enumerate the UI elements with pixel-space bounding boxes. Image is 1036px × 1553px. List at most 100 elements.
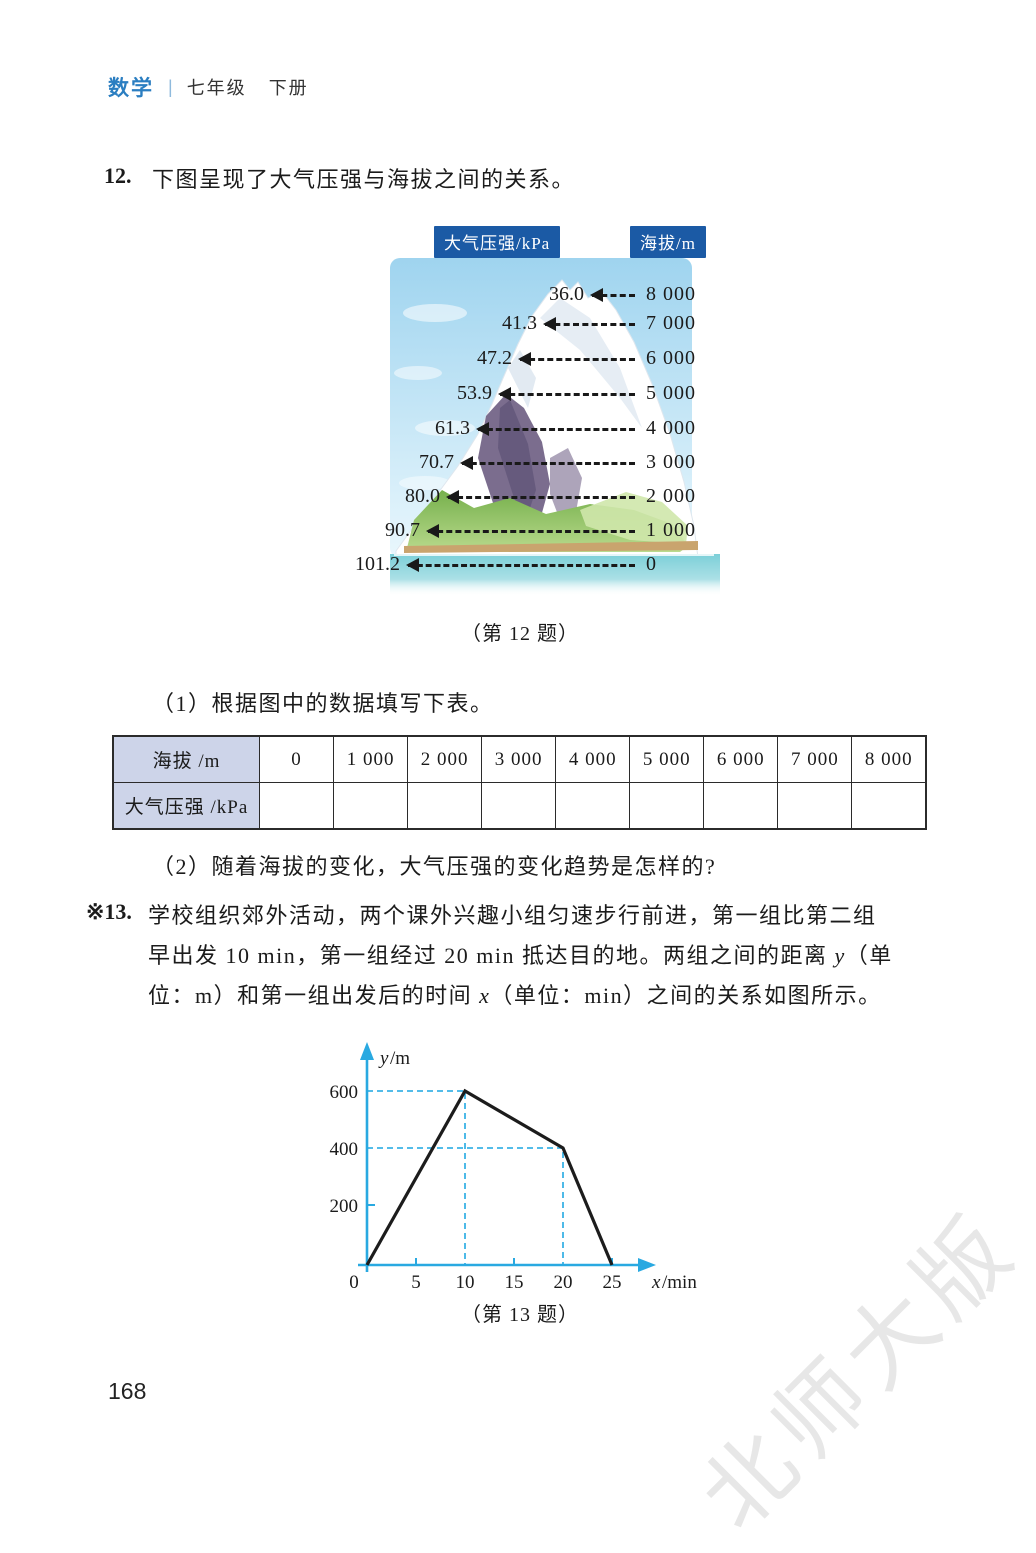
dashed-arrow-icon [406, 558, 635, 572]
dashed-arrow-icon [543, 317, 635, 331]
altitude-value: 0 [646, 553, 657, 575]
figure-13-caption: （第 13 题） [461, 1304, 579, 1326]
table-cell: 7 000 [777, 735, 853, 783]
dashed-arrow-icon [590, 288, 635, 302]
x-tick-label-0: 0 [349, 1272, 359, 1293]
x-tick-label-10: 10 [456, 1272, 475, 1293]
problem13-line3: 位：m）和第一组出发后的时间 x（单位：min）之间的关系如图所示。 [148, 978, 882, 1010]
pressure-value: 101.2 [355, 553, 400, 575]
header-volume: 下册 [268, 78, 309, 98]
x-tick-label-15: 15 [505, 1272, 524, 1293]
table-cell: 6 000 [703, 735, 779, 783]
figure-12-pressure-altitude: 大气压强/kPa 海拔/m [340, 226, 720, 606]
figure-row-0: 101.2 0 [340, 553, 720, 577]
figure-12-data-rows: 36.0 8 000 41.3 7 000 47.2 6 000 53.9 5 … [340, 226, 720, 606]
guide-600-line [367, 1090, 466, 1265]
altitude-value: 6 000 [646, 347, 696, 369]
table-cell: 3 000 [481, 735, 557, 783]
table-cell-empty [777, 782, 853, 830]
x-tick-label-25: 25 [603, 1272, 622, 1293]
table-cell-empty [333, 782, 409, 830]
table-row-altitude: 海拔 /m 0 1 000 2 000 3 000 4 000 5 000 6 … [112, 735, 927, 783]
header-divider: | [168, 76, 173, 97]
publisher-watermark: 北师大版 [683, 1195, 1036, 1549]
pressure-value: 36.0 [549, 283, 584, 305]
table-cell: 0 [258, 735, 335, 783]
table-cell-empty [258, 782, 335, 830]
problem13-line1: 学校组织郊外活动，两个课外兴趣小组匀速步行前进，第一组比第二组 [148, 903, 877, 928]
altitude-value: 4 000 [646, 417, 696, 439]
table-cell: 2 000 [407, 735, 483, 783]
dashed-arrow-icon [460, 456, 635, 470]
table-row-header: 大气压强 /kPa [112, 782, 260, 830]
problem12-statement: 下图呈现了大气压强与海拔之间的关系。 [152, 167, 576, 192]
figure-row-4000: 61.3 4 000 [340, 417, 720, 441]
altitude-value: 2 000 [646, 485, 696, 507]
altitude-value: 5 000 [646, 382, 696, 404]
x-axis-title-unit: /min [662, 1272, 697, 1293]
figure-row-8000: 36.0 8 000 [340, 283, 720, 307]
x-axis-arrow-icon [638, 1258, 656, 1272]
variable-x: x [479, 983, 491, 1008]
table-cell: 5 000 [629, 735, 705, 783]
figure-12-caption: （第 12 题） [461, 623, 579, 645]
altitude-value: 7 000 [646, 312, 696, 334]
altitude-value: 3 000 [646, 451, 696, 473]
dashed-arrow-icon [498, 387, 635, 401]
pressure-value: 53.9 [457, 382, 492, 404]
altitude-value: 8 000 [646, 283, 696, 305]
distance-time-chart: 600 400 200 0 5 10 15 20 25 y /m x /min [330, 1042, 697, 1293]
table-row-pressure: 大气压强 /kPa [112, 782, 927, 830]
table-cell: 1 000 [333, 735, 409, 783]
y-tick-label-200: 200 [330, 1196, 359, 1217]
pressure-axis-label: 大气压强/kPa [434, 226, 561, 258]
figure-row-1000: 90.7 1 000 [340, 519, 720, 543]
problem13-line3-b: （单位：min）之间的关系如图所示。 [490, 983, 882, 1008]
table-cell: 4 000 [555, 735, 631, 783]
dashed-arrow-icon [476, 422, 635, 436]
table-cell-empty [481, 782, 557, 830]
header-subject: 数学 [108, 77, 154, 100]
pressure-value: 41.3 [502, 312, 537, 334]
page-number: 168 [108, 1378, 147, 1404]
x-tick-label-5: 5 [411, 1272, 421, 1293]
y-axis-title-unit: /m [390, 1048, 410, 1069]
x-tick-label-20: 20 [554, 1272, 573, 1293]
altitude-pressure-table: 海拔 /m 0 1 000 2 000 3 000 4 000 5 000 6 … [112, 735, 927, 830]
y-tick-label-400: 400 [330, 1139, 359, 1160]
table-cell-empty [703, 782, 779, 830]
pressure-value: 61.3 [435, 417, 470, 439]
altitude-value: 1 000 [646, 519, 696, 541]
problem12-number: 12. [104, 163, 132, 188]
problem12-part2: （2）随着海拔的变化，大气压强的变化趋势是怎样的? [152, 854, 717, 879]
pressure-value: 70.7 [419, 451, 454, 473]
figure-row-7000: 41.3 7 000 [340, 312, 720, 336]
table-cell-empty [629, 782, 705, 830]
y-axis-arrow-icon [360, 1042, 374, 1060]
dashed-arrow-icon [446, 490, 635, 504]
dashed-arrow-icon [426, 524, 635, 538]
pressure-value: 90.7 [385, 519, 420, 541]
problem13-line2-b: （单 [845, 943, 893, 968]
figure-row-5000: 53.9 5 000 [340, 382, 720, 406]
altitude-axis-label: 海拔/m [630, 226, 706, 258]
pressure-value: 80.0 [405, 485, 440, 507]
table-cell-empty [555, 782, 631, 830]
problem13-number: ※13. [86, 899, 132, 924]
table-cell: 8 000 [851, 735, 927, 783]
header-grade: 七年级 [186, 78, 247, 98]
problem13-line2: 早出发 10 min，第一组经过 20 min 抵达目的地。两组之间的距离 y（… [148, 938, 893, 970]
figure-row-3000: 70.7 3 000 [340, 451, 720, 475]
y-axis-title-var: y [378, 1048, 389, 1069]
dashed-arrow-icon [518, 352, 635, 366]
table-row-header: 海拔 /m [112, 735, 260, 783]
problem13-line3-a: 位：m）和第一组出发后的时间 [148, 983, 480, 1008]
figure-row-2000: 80.0 2 000 [340, 485, 720, 509]
x-axis-title-var: x [651, 1272, 661, 1293]
table-cell-empty [407, 782, 483, 830]
problem12-part1: （1）根据图中的数据填写下表。 [152, 691, 494, 716]
y-tick-label-600: 600 [330, 1082, 359, 1103]
table-cell-empty [851, 782, 927, 830]
problem13-line2-a: 早出发 10 min，第一组经过 20 min 抵达目的地。两组之间的距离 [148, 943, 835, 968]
page-header: 数学 | 七年级 下册 [108, 72, 309, 102]
